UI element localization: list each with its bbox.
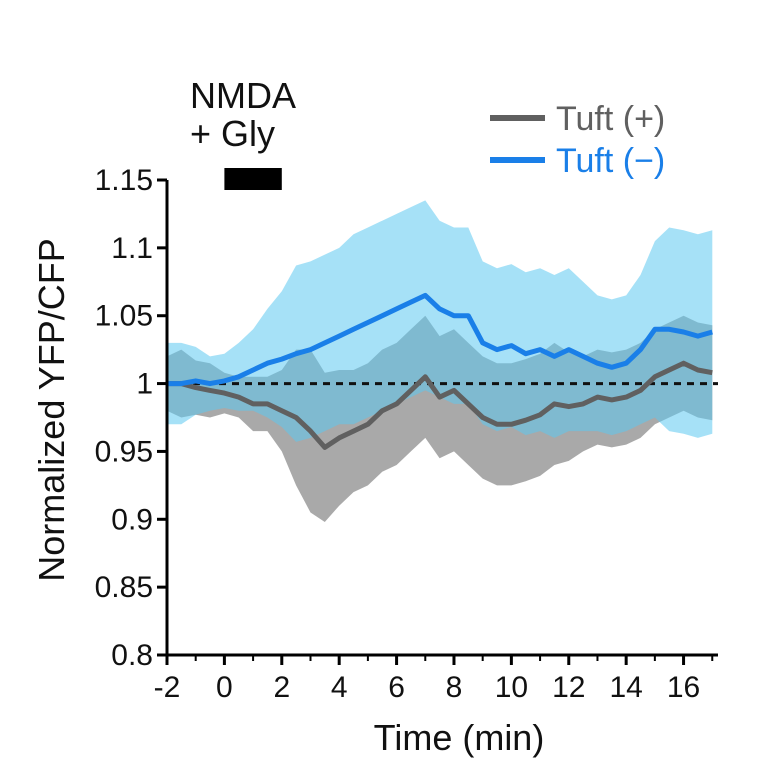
y-tick-label: 0.8 bbox=[111, 639, 153, 672]
y-tick-label: 1 bbox=[136, 368, 153, 401]
x-tick-label: 6 bbox=[388, 671, 405, 704]
x-tick-label: 8 bbox=[446, 671, 463, 704]
x-tick-label: 4 bbox=[331, 671, 348, 704]
stimulus-bar bbox=[224, 168, 282, 190]
x-axis-title: Time (min) bbox=[374, 717, 545, 758]
error-bands bbox=[167, 200, 713, 522]
x-tick-label: 10 bbox=[495, 671, 528, 704]
y-tick-label: 1.05 bbox=[95, 300, 153, 333]
x-tick-label: 12 bbox=[552, 671, 585, 704]
y-tick-label: 0.9 bbox=[111, 503, 153, 536]
series-line-tuft-minus bbox=[167, 292, 713, 387]
y-tick-label: 0.85 bbox=[95, 571, 153, 604]
x-tick-label: -2 bbox=[154, 671, 181, 704]
stimulus-label-line2: + Gly bbox=[190, 113, 275, 154]
series-line-tuft-plus bbox=[167, 360, 713, 450]
y-tick-label: 1.15 bbox=[95, 164, 153, 197]
series-lines bbox=[167, 292, 713, 450]
x-tick-label: 0 bbox=[216, 671, 233, 704]
stimulus-label-line1: NMDA bbox=[190, 75, 296, 116]
legend-label-tuft-plus: Tuft (+) bbox=[556, 100, 665, 138]
y-tick-label: 0.95 bbox=[95, 435, 153, 468]
legend: Tuft (+) Tuft (−) bbox=[490, 100, 665, 180]
y-axis-title: Normalized YFP/CFP bbox=[31, 238, 72, 581]
x-tick-label: 14 bbox=[609, 671, 642, 704]
error-band-tuft-minus bbox=[167, 200, 713, 442]
x-tick-label: 2 bbox=[273, 671, 290, 704]
y-tick-label: 1.1 bbox=[111, 232, 153, 265]
axes: 0.8 0.85 0.9 0.95 1 1.05 1.1 1.15 -2 0 2 4 6 8 10 12 14 1… bbox=[95, 164, 718, 704]
x-tick-label: 16 bbox=[667, 671, 700, 704]
legend-label-tuft-minus: Tuft (−) bbox=[556, 142, 665, 180]
